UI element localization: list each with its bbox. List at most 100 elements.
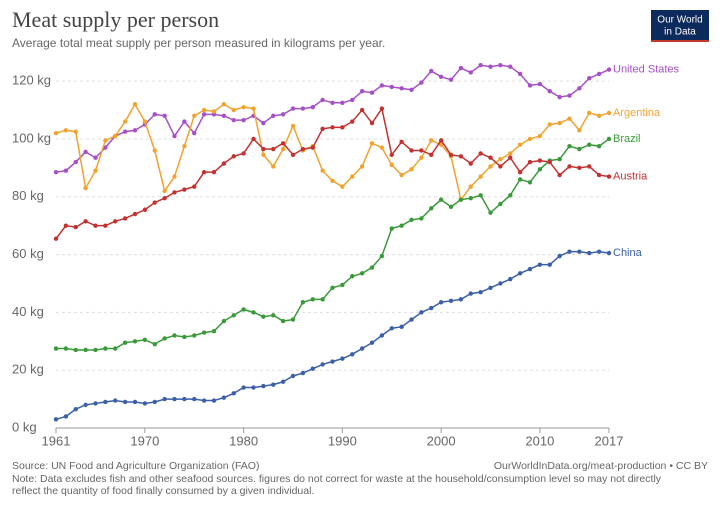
data-point — [478, 289, 483, 295]
data-point — [458, 197, 464, 202]
data-point — [182, 119, 187, 124]
data-point — [429, 206, 434, 211]
data-point — [488, 64, 493, 69]
data-point — [83, 219, 88, 224]
data-point — [192, 113, 197, 119]
data-point — [162, 188, 167, 194]
data-point — [567, 143, 572, 149]
data-point — [93, 401, 98, 406]
data-point — [83, 347, 88, 353]
data-point — [359, 271, 365, 276]
data-point — [359, 346, 365, 351]
data-point — [359, 107, 365, 113]
data-point — [93, 347, 98, 353]
data-point — [468, 291, 473, 296]
data-point — [172, 174, 177, 179]
data-point — [379, 253, 385, 259]
data-point — [527, 136, 533, 142]
data-point — [606, 67, 612, 72]
data-point — [261, 383, 266, 389]
data-point — [182, 143, 187, 149]
data-point — [596, 113, 602, 119]
data-point — [103, 223, 108, 228]
data-point — [340, 100, 345, 106]
data-point — [527, 159, 533, 165]
data-point — [478, 151, 483, 156]
data-point — [241, 117, 246, 123]
data-point — [399, 223, 404, 228]
y-tick-label: 100 kg — [12, 130, 51, 145]
data-point — [567, 93, 572, 98]
data-point — [152, 200, 157, 205]
data-point — [429, 138, 434, 143]
data-point — [251, 136, 256, 142]
data-point — [261, 146, 266, 152]
data-point — [241, 385, 246, 390]
data-point — [73, 159, 78, 165]
data-point — [379, 145, 385, 150]
data-point — [498, 63, 503, 68]
data-point — [547, 122, 552, 127]
data-point — [152, 148, 157, 153]
data-point — [537, 81, 543, 87]
data-point — [587, 142, 592, 147]
data-point — [280, 379, 286, 384]
data-point — [251, 385, 256, 390]
data-point — [389, 162, 394, 168]
data-point — [83, 149, 88, 155]
data-point — [53, 346, 59, 351]
data-point — [132, 339, 138, 344]
data-point — [271, 146, 276, 152]
data-point — [527, 83, 533, 88]
data-point — [517, 271, 523, 276]
data-point — [438, 74, 444, 79]
data-point — [113, 219, 118, 224]
data-point — [142, 207, 148, 212]
data-point — [231, 313, 236, 318]
data-point — [557, 172, 562, 178]
data-point — [350, 274, 355, 279]
data-point — [419, 148, 424, 153]
data-point — [527, 180, 533, 185]
x-tick-label: 1990 — [328, 433, 357, 448]
data-point — [241, 151, 246, 156]
data-point — [182, 334, 187, 340]
data-point — [606, 136, 612, 142]
data-point — [221, 318, 227, 324]
data-point — [438, 138, 444, 143]
data-point — [142, 401, 148, 406]
chart-title: Meat supply per person — [12, 7, 219, 32]
data-point — [340, 282, 345, 288]
data-point — [310, 145, 315, 150]
y-tick-label: 60 kg — [12, 246, 44, 261]
data-point — [83, 402, 88, 408]
data-point — [379, 333, 385, 338]
data-point — [340, 356, 345, 361]
y-tick-label: 0 kg — [12, 419, 37, 434]
note: reflect the quantity of food finally con… — [12, 485, 314, 497]
data-point — [231, 117, 236, 123]
data-point — [330, 125, 335, 130]
y-tick-label: 40 kg — [12, 304, 44, 319]
data-point — [251, 106, 256, 111]
data-point — [448, 204, 454, 210]
series-line — [55, 250, 610, 421]
data-point — [577, 146, 582, 152]
data-point — [577, 128, 582, 133]
data-point — [320, 168, 325, 173]
data-point — [488, 155, 493, 160]
data-point — [63, 168, 69, 173]
data-point — [280, 318, 286, 324]
data-point — [596, 143, 602, 149]
data-point — [113, 398, 118, 403]
data-point — [113, 133, 118, 139]
data-point — [152, 399, 157, 405]
data-point — [211, 169, 217, 175]
y-tick-label: 120 kg — [12, 73, 51, 88]
data-point — [142, 119, 148, 124]
data-point — [271, 113, 276, 119]
data-point — [429, 152, 434, 158]
data-point — [498, 201, 503, 207]
data-point — [241, 104, 246, 110]
data-point — [122, 399, 128, 405]
